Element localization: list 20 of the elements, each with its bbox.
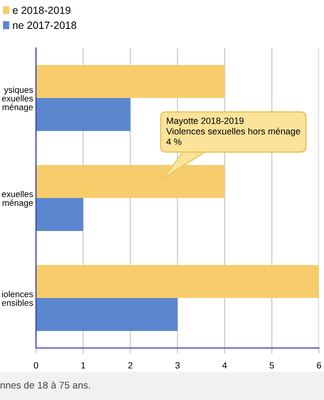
bar — [36, 165, 225, 198]
bar — [36, 65, 225, 98]
x-tick-label: 3 — [175, 362, 180, 369]
bar — [36, 198, 84, 231]
y-tick-label: ysiques exuelles ménage — [2, 86, 33, 112]
legend-label: e 2018-2019 — [12, 6, 70, 14]
x-tick-label: 0 — [34, 362, 38, 369]
legend-label: ne 2017-2018 — [13, 22, 76, 29]
x-tick-label: 4 — [222, 362, 227, 368]
x-tick-label: 2 — [128, 362, 132, 368]
x-tick-label: 6 — [316, 362, 322, 369]
bar — [36, 298, 178, 331]
annotation: Mayotte 2018-2019 Violences sexuelles hors ménage 4 % — [166, 118, 300, 145]
bar — [36, 265, 319, 298]
text: nnes de 18 à 75 ans. — [0, 381, 90, 389]
y-tick-label: iolences ensibles — [2, 290, 33, 306]
x-tick-label: 5 — [270, 362, 274, 369]
x-tick-label: 1 — [81, 362, 86, 368]
y-tick-label: exuelles ménage — [2, 190, 33, 208]
bar — [36, 98, 130, 131]
